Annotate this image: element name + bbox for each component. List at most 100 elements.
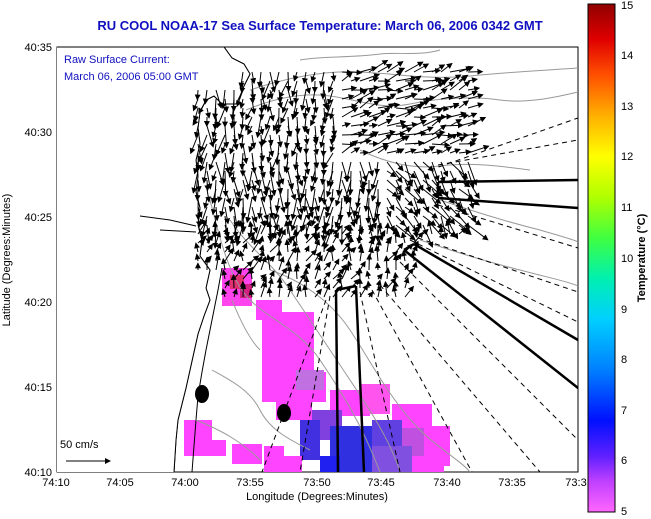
current-vector — [276, 89, 283, 104]
current-vector — [195, 215, 202, 228]
current-vector — [219, 197, 226, 218]
current-vector — [458, 65, 474, 73]
current-vector — [294, 246, 301, 262]
current-vector — [467, 116, 487, 127]
current-vector — [269, 232, 277, 244]
current-vector — [272, 116, 280, 132]
current-vector — [359, 90, 376, 100]
current-vector — [229, 98, 236, 121]
y-tick-label: 40:20 — [24, 297, 52, 309]
current-vector — [260, 197, 270, 221]
current-vector — [305, 197, 314, 219]
current-vector — [349, 215, 356, 228]
current-vector — [224, 279, 230, 289]
current-vector — [324, 206, 334, 229]
current-vector — [220, 143, 227, 154]
current-vector — [293, 265, 300, 280]
current-vector — [267, 215, 274, 240]
current-vector — [395, 242, 404, 253]
current-vector — [224, 188, 232, 205]
current-vector — [267, 134, 274, 146]
current-vector — [232, 288, 238, 298]
current-vector — [221, 288, 228, 298]
current-vector — [368, 109, 388, 118]
current-vector — [359, 73, 381, 82]
current-vector — [245, 197, 253, 224]
current-vector — [467, 77, 478, 84]
current-vector — [325, 197, 334, 219]
current-vector — [265, 254, 272, 271]
current-vector — [440, 133, 458, 145]
current-vector — [229, 237, 236, 253]
current-vector — [413, 231, 424, 244]
current-vector — [192, 98, 199, 112]
current-vector — [439, 170, 446, 184]
current-vector — [198, 143, 208, 163]
current-vector — [215, 230, 221, 244]
current-vector — [193, 161, 199, 175]
current-vector — [404, 206, 415, 214]
current-vector — [384, 267, 391, 280]
current-vector — [205, 107, 211, 119]
current-vector — [242, 143, 249, 165]
current-vector — [269, 161, 276, 178]
current-vector — [391, 285, 398, 298]
current-vector — [302, 107, 309, 120]
current-vector — [350, 97, 364, 109]
current-vector — [296, 170, 304, 187]
current-vector — [261, 80, 271, 101]
current-vector — [224, 206, 231, 225]
current-vector — [467, 131, 479, 138]
current-vector — [278, 188, 287, 214]
current-vector — [431, 188, 438, 199]
current-vector — [327, 89, 334, 106]
current-vector — [336, 170, 343, 197]
current-vector — [395, 127, 413, 136]
current-vector — [449, 224, 459, 240]
current-vector — [245, 107, 253, 121]
current-vector — [341, 85, 358, 92]
current-vector — [464, 226, 471, 235]
current-vector — [257, 206, 264, 220]
current-vector — [281, 98, 289, 114]
current-vector — [395, 106, 417, 113]
current-vector — [255, 116, 262, 139]
current-vector — [328, 107, 335, 120]
current-vector — [242, 179, 250, 200]
current-vector — [395, 135, 410, 145]
current-vector — [359, 96, 374, 109]
current-vector — [300, 179, 307, 200]
current-vector — [287, 170, 295, 190]
current-vector — [440, 179, 449, 198]
current-vector — [323, 197, 330, 213]
current-vector — [359, 284, 369, 298]
current-vector — [392, 228, 399, 244]
current-vector — [404, 148, 417, 154]
current-vector — [264, 179, 271, 193]
current-vector — [210, 197, 217, 216]
current-vector — [250, 280, 256, 289]
current-vector — [251, 188, 257, 203]
current-vector — [277, 179, 284, 195]
current-vector — [413, 140, 425, 147]
current-vector — [368, 59, 389, 73]
current-vector — [413, 197, 421, 215]
map-title: RU COOL NOAA-17 Sea Surface Temperature:… — [97, 18, 543, 33]
current-vector — [353, 197, 361, 217]
current-vector — [431, 197, 439, 210]
current-vector — [221, 269, 228, 280]
current-vector — [370, 179, 379, 202]
current-vector — [208, 152, 217, 171]
current-vector — [212, 134, 219, 145]
current-vector — [239, 152, 246, 170]
current-vector — [215, 89, 223, 109]
current-vector — [196, 206, 203, 218]
current-vector — [284, 206, 291, 221]
current-vector — [440, 132, 454, 139]
current-vector — [212, 98, 219, 120]
current-vector — [413, 170, 424, 192]
current-vector — [422, 146, 436, 154]
current-vector — [368, 76, 380, 83]
current-vector — [458, 119, 479, 127]
current-vector — [404, 179, 411, 193]
